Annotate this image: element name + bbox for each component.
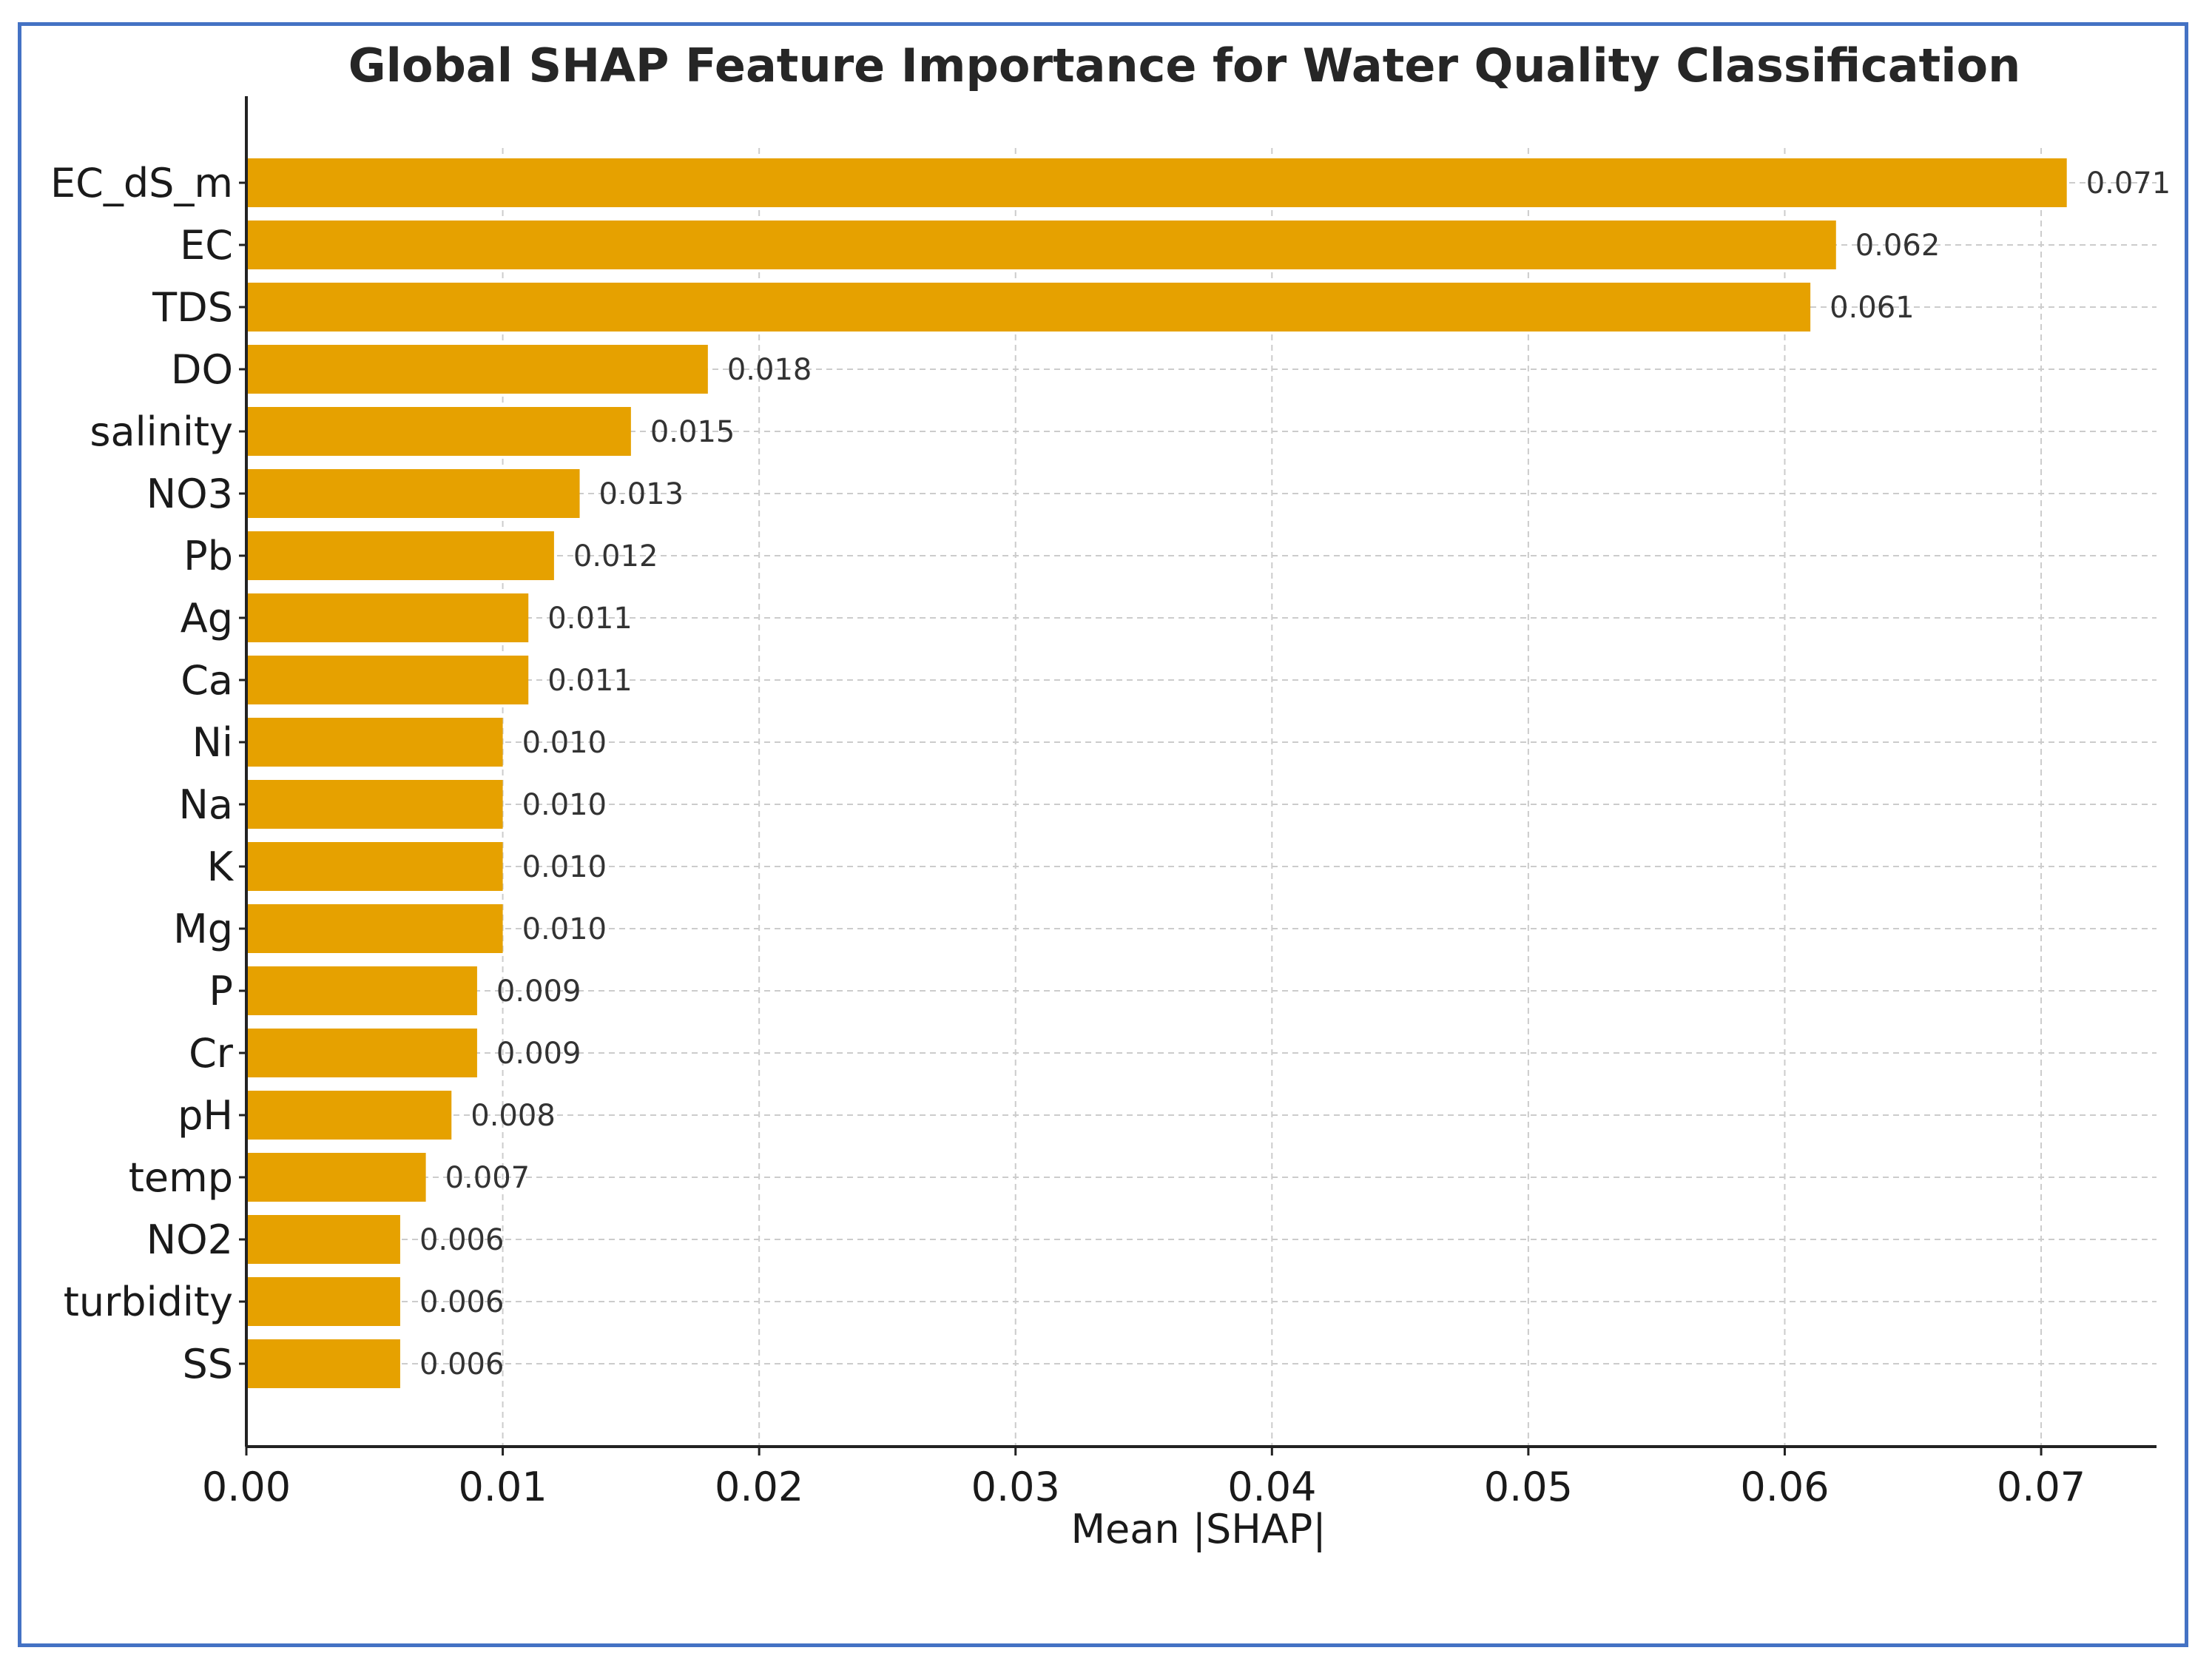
y-tick-label: NO2 — [146, 1216, 233, 1263]
value-label: 0.018 — [727, 353, 812, 387]
value-label: 0.010 — [522, 788, 607, 822]
x-tick-label: 0.04 — [1227, 1464, 1316, 1510]
y-tick-label: turbidity — [64, 1279, 233, 1325]
x-tick-label: 0.01 — [458, 1464, 547, 1510]
y-tick-label: TDS — [152, 284, 233, 331]
y-tick-label: Pb — [183, 533, 233, 579]
y-tick-label: K — [207, 844, 235, 890]
value-label: 0.008 — [471, 1099, 556, 1133]
y-tick-label: Ca — [181, 657, 233, 704]
value-label: 0.010 — [522, 912, 607, 946]
x-tick-label: 0.06 — [1740, 1464, 1829, 1510]
value-label: 0.012 — [573, 539, 658, 573]
bars-layer: 0.071 0.062 0.061 0.018 0.015 0.013 0.012 0.011… — [246, 158, 2171, 1388]
value-label: 0.062 — [1855, 229, 1940, 263]
y-tick-label: Na — [179, 781, 234, 828]
bar-temp — [246, 1153, 426, 1202]
y-tick-label: pH — [178, 1092, 233, 1139]
y-tick-label: EC_dS_m — [50, 160, 233, 206]
y-tick-label: Ag — [181, 595, 233, 642]
x-tick-label: 0.05 — [1484, 1464, 1573, 1510]
y-tick-label: salinity — [90, 408, 233, 455]
bar-ss — [246, 1339, 400, 1388]
bar-no3 — [246, 469, 580, 518]
bar-ca — [246, 656, 529, 704]
value-label: 0.011 — [547, 664, 633, 698]
bar-pb — [246, 531, 554, 580]
y-tick-label: Mg — [173, 906, 233, 952]
value-label: 0.071 — [2086, 166, 2171, 201]
y-tick-label: Ni — [192, 719, 233, 766]
value-label: 0.006 — [419, 1347, 505, 1381]
y-tick-label: P — [209, 968, 233, 1014]
bar-ph — [246, 1091, 452, 1140]
value-label: 0.009 — [496, 1037, 581, 1071]
bar-ec-ds-m — [246, 158, 2067, 207]
chart-title: Global SHAP Feature Importance for Water… — [348, 38, 2021, 92]
value-label: 0.009 — [496, 975, 581, 1009]
value-label: 0.006 — [419, 1285, 505, 1319]
y-tick-label: SS — [182, 1341, 233, 1387]
value-label: 0.061 — [1830, 291, 1915, 325]
x-tick-label: 0.07 — [1997, 1464, 2085, 1510]
bar-ni — [246, 718, 503, 767]
bar-k — [246, 842, 503, 891]
value-label: 0.015 — [650, 415, 735, 449]
x-axis-label: Mean |SHAP| — [1070, 1506, 1326, 1552]
bar-ag — [246, 593, 529, 642]
bar-cr — [246, 1029, 477, 1077]
bar-mg — [246, 904, 503, 953]
value-label: 0.011 — [547, 602, 633, 636]
bar-no2 — [246, 1215, 400, 1264]
bar-ec — [246, 221, 1836, 269]
value-label: 0.010 — [522, 850, 607, 884]
grid-layer — [246, 148, 2157, 1447]
y-tick-label: NO3 — [146, 471, 233, 517]
value-label: 0.013 — [599, 477, 684, 511]
bar-turbidity — [246, 1277, 400, 1326]
x-tick-label: 0.03 — [971, 1464, 1060, 1510]
value-label: 0.006 — [419, 1223, 505, 1257]
axes-layer: EC_dS_m EC TDS DO salinity NO3 Pb Ag Ca Ni Na K Mg PC… — [50, 96, 2157, 1510]
bar-tds — [246, 283, 1811, 332]
bar-na — [246, 780, 503, 829]
x-tick-label: 0.02 — [715, 1464, 803, 1510]
y-tick-label: EC — [180, 222, 233, 269]
bar-salinity — [246, 407, 631, 456]
bar-p — [246, 966, 477, 1015]
bar-do — [246, 345, 708, 394]
y-tick-label: Cr — [189, 1030, 234, 1077]
value-label: 0.010 — [522, 726, 607, 760]
x-tick-label: 0.00 — [202, 1464, 291, 1510]
y-tick-label: DO — [171, 346, 233, 393]
y-tick-label: temp — [129, 1154, 233, 1201]
value-label: 0.007 — [445, 1161, 530, 1195]
